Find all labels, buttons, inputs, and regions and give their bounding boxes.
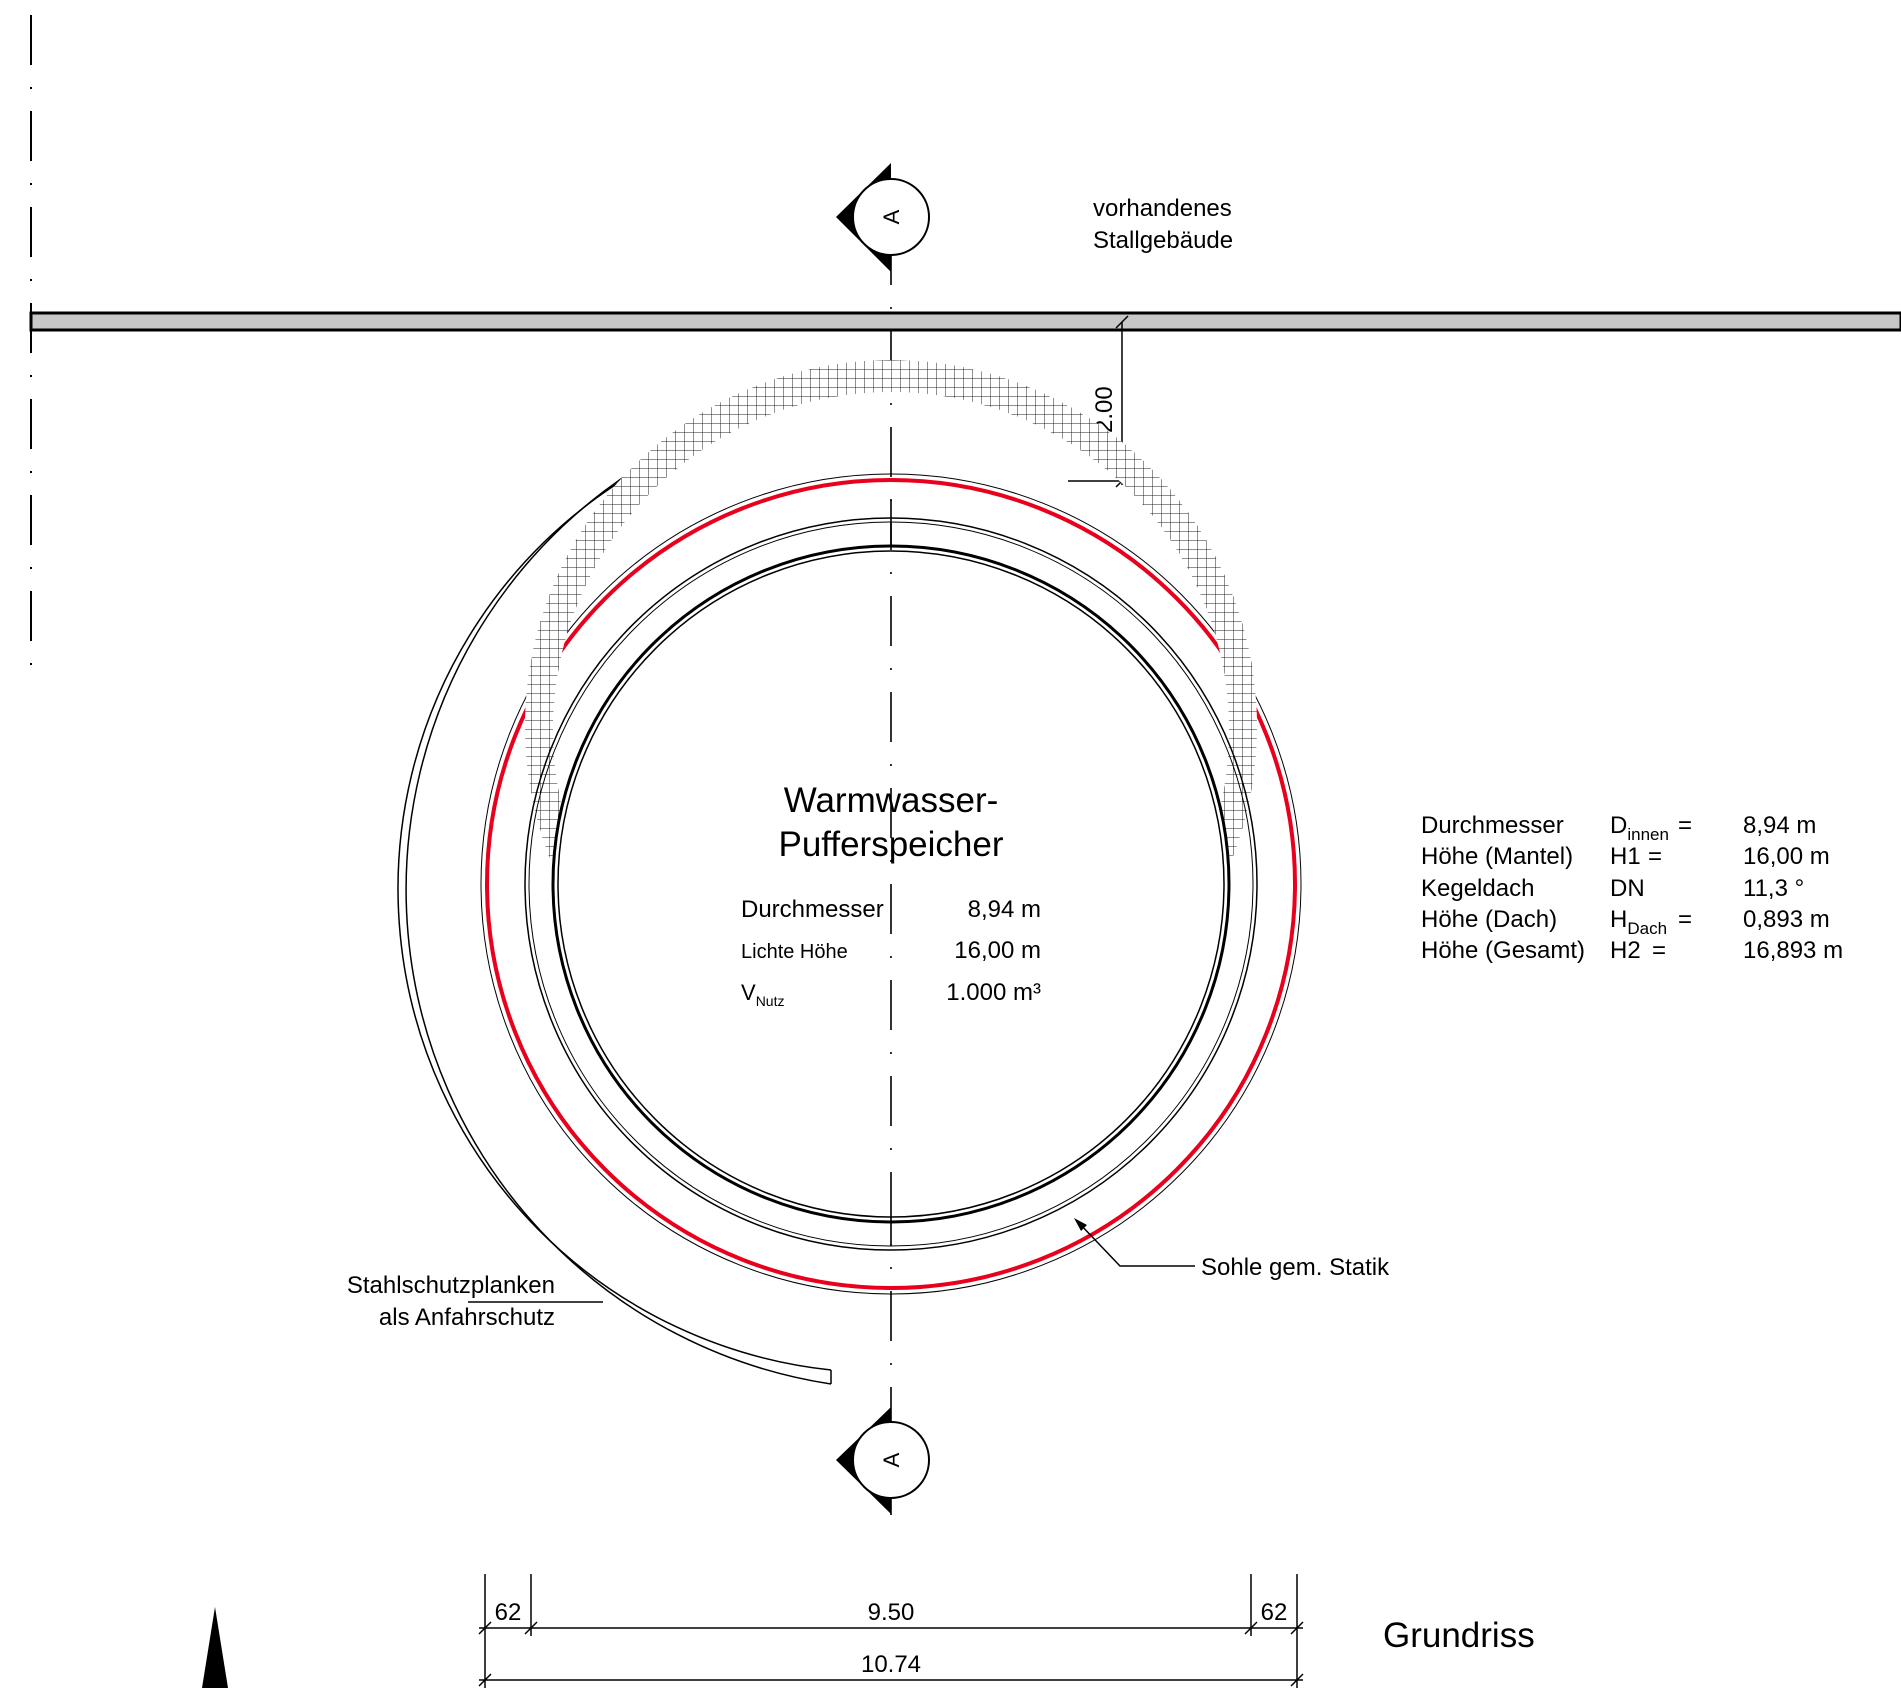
section-marker-bottom: A	[836, 1407, 930, 1514]
spec-symbol-sub: Dach	[1627, 919, 1667, 938]
spec-value: 16,00 m	[1743, 843, 1830, 870]
tank-row-label: Durchmesser	[741, 896, 884, 923]
tank-row-value: 8,94 m	[968, 896, 1041, 923]
spec-table: Durchmesser Dinnen = 8,94 m Höhe (Mantel…	[1421, 812, 1843, 964]
tank-title-line1: Warmwasser-	[784, 781, 999, 820]
barrier-label-line1: Stahlschutzplanken	[347, 1272, 555, 1299]
section-marker-top-letter: A	[879, 209, 904, 224]
spec-symbol-main: D	[1610, 812, 1627, 839]
dimension-total: 10.74	[861, 1651, 921, 1678]
dimension-right: 62	[1261, 1599, 1288, 1626]
tank-row-label: Lichte Höhe	[741, 941, 848, 963]
building-label-line2: Stallgebäude	[1093, 227, 1233, 254]
tank-row-value: 1.000 m³	[946, 979, 1041, 1006]
spec-label: Höhe (Dach)	[1421, 906, 1557, 933]
spec-symbol-sub: innen	[1627, 825, 1669, 844]
volume-symbol: V	[741, 980, 756, 1005]
barrier-label-line2: als Anfahrschutz	[379, 1304, 555, 1331]
spec-symbol-main: H	[1610, 906, 1627, 933]
spec-label: Höhe (Gesamt)	[1421, 937, 1585, 964]
dimension-middle: 9.50	[868, 1599, 915, 1626]
spec-eq: =	[1678, 906, 1692, 933]
north-arrow-icon	[202, 1607, 228, 1688]
spec-value: 8,94 m	[1743, 812, 1816, 839]
spec-label: Durchmesser	[1421, 812, 1564, 839]
section-marker-top: A	[836, 163, 930, 272]
tank-row-value: 16,00 m	[954, 937, 1041, 964]
spec-eq: =	[1678, 812, 1692, 839]
spec-label: Höhe (Mantel)	[1421, 843, 1573, 870]
dimension-left: 62	[495, 1599, 522, 1626]
foundation-label: Sohle gem. Statik	[1201, 1254, 1390, 1281]
spec-symbol: H2	[1610, 937, 1641, 964]
spec-value: 11,3 °	[1743, 875, 1804, 902]
spec-symbol: DN	[1610, 875, 1645, 902]
spec-symbol: HDach	[1610, 906, 1667, 938]
spec-value: 0,893 m	[1743, 906, 1830, 933]
tank-row-label: VNutz	[741, 980, 784, 1009]
building-label-line1: vorhandenes	[1093, 195, 1232, 222]
tank-title-line2: Pufferspeicher	[778, 825, 1003, 864]
view-title: Grundriss	[1383, 1616, 1535, 1655]
foundation-leader	[1074, 1218, 1195, 1267]
foundation-outline	[485, 478, 1297, 1290]
dimension-chain	[478, 1574, 1304, 1688]
section-marker-bottom-letter: A	[879, 1452, 904, 1467]
spec-eq: =	[1648, 843, 1662, 870]
building-wall	[29, 311, 1901, 332]
spec-label: Kegeldach	[1421, 875, 1534, 902]
spec-eq: =	[1652, 937, 1666, 964]
foundation-outline-edge	[480, 473, 1302, 1295]
spec-symbol: H1	[1610, 843, 1641, 870]
spec-value: 16,893 m	[1743, 937, 1843, 964]
volume-subscript: Nutz	[756, 993, 785, 1009]
spec-symbol: Dinnen	[1610, 812, 1669, 844]
